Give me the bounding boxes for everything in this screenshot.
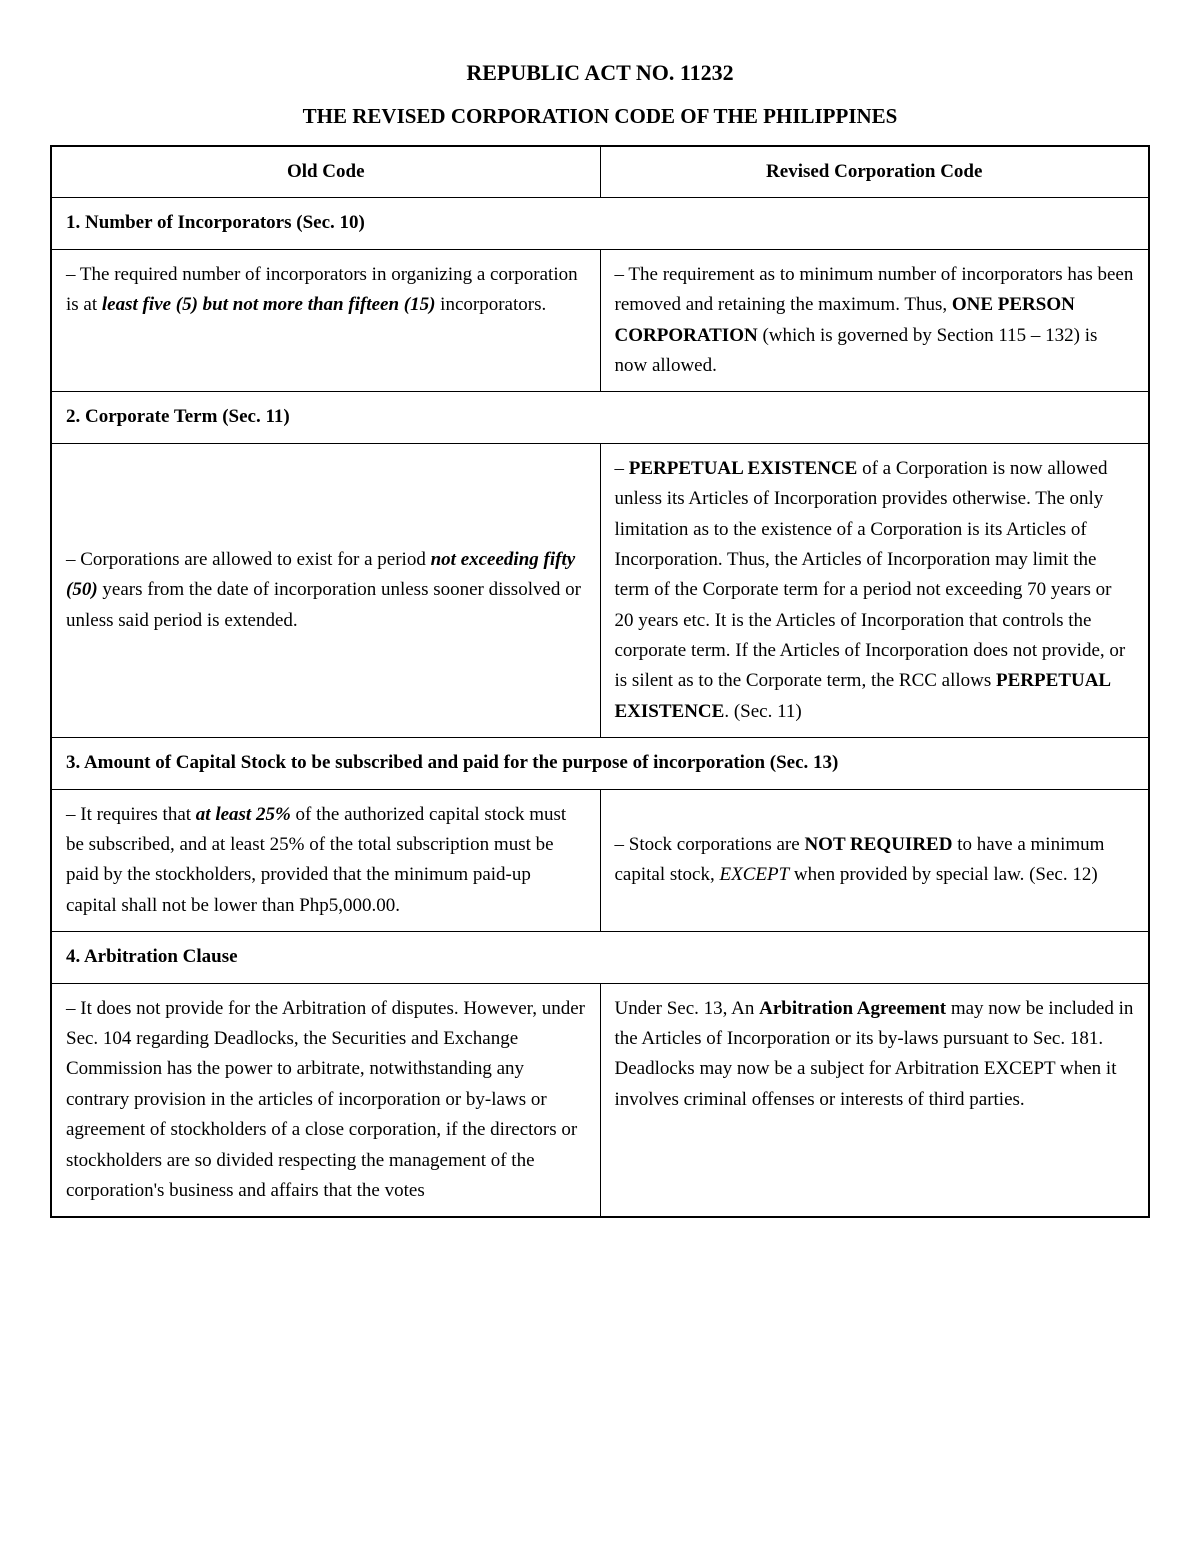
section-4-old: – It does not provide for the Arbitratio… <box>51 983 600 1217</box>
text: – <box>615 458 629 479</box>
text: – It requires that <box>66 804 196 825</box>
italic-text: EXCEPT <box>720 864 790 885</box>
text: incorporators. <box>435 294 546 315</box>
table-row: – It does not provide for the Arbitratio… <box>51 983 1149 1217</box>
section-1-new: – The requirement as to minimum number o… <box>600 249 1149 392</box>
section-3-header: 3. Amount of Capital Stock to be subscri… <box>51 738 1149 789</box>
emphasized-text: at least 25% <box>196 804 291 825</box>
section-4-header: 4. Arbitration Clause <box>51 932 1149 983</box>
text: years from the date of incorporation unl… <box>66 579 581 630</box>
document-title: REPUBLIC ACT NO. 11232 <box>50 60 1150 86</box>
section-3-old: – It requires that at least 25% of the a… <box>51 789 600 932</box>
section-3-new: – Stock corporations are NOT REQUIRED to… <box>600 789 1149 932</box>
section-2-header: 2. Corporate Term (Sec. 11) <box>51 392 1149 443</box>
table-row: – It requires that at least 25% of the a… <box>51 789 1149 932</box>
text: – Corporations are allowed to exist for … <box>66 549 431 570</box>
text: – Stock corporations are <box>615 834 805 855</box>
section-4-new: Under Sec. 13, An Arbitration Agreement … <box>600 983 1149 1217</box>
text: Under Sec. 13, An <box>615 998 760 1019</box>
section-1-header: 1. Number of Incorporators (Sec. 10) <box>51 198 1149 249</box>
section-2-new: – PERPETUAL EXISTENCE of a Corporation i… <box>600 443 1149 738</box>
section-2-old: – Corporations are allowed to exist for … <box>51 443 600 738</box>
document-subtitle: THE REVISED CORPORATION CODE OF THE PHIL… <box>50 104 1150 129</box>
bold-text: NOT REQUIRED <box>804 834 952 855</box>
section-header-row: 1. Number of Incorporators (Sec. 10) <box>51 198 1149 249</box>
table-header-row: Old Code Revised Corporation Code <box>51 146 1149 198</box>
text: . (Sec. 11) <box>724 701 801 722</box>
emphasized-text: least five (5) but not more than fifteen… <box>102 294 436 315</box>
comparison-table: Old Code Revised Corporation Code 1. Num… <box>50 145 1150 1218</box>
section-header-row: 4. Arbitration Clause <box>51 932 1149 983</box>
table-row: – The required number of incorporators i… <box>51 249 1149 392</box>
text: when provided by special law. (Sec. 12) <box>789 864 1097 885</box>
section-header-row: 2. Corporate Term (Sec. 11) <box>51 392 1149 443</box>
column-header-old: Old Code <box>51 146 600 198</box>
bold-text: PERPETUAL EXISTENCE <box>629 458 858 479</box>
section-1-old: – The required number of incorporators i… <box>51 249 600 392</box>
column-header-revised: Revised Corporation Code <box>600 146 1149 198</box>
bold-text: Arbitration Agreement <box>759 998 946 1019</box>
text: of a Corporation is now allowed unless i… <box>615 458 1126 692</box>
section-header-row: 3. Amount of Capital Stock to be subscri… <box>51 738 1149 789</box>
table-row: – Corporations are allowed to exist for … <box>51 443 1149 738</box>
